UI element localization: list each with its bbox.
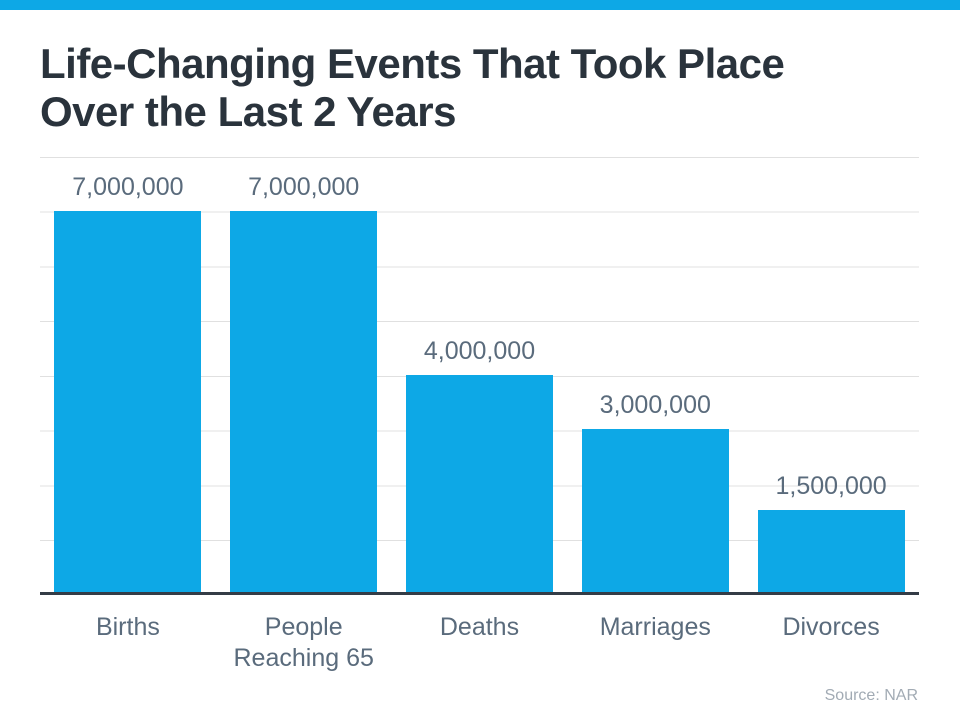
category-label-births: Births <box>95 613 160 641</box>
page-title-line-2: Over the Last 2 Years <box>40 88 456 135</box>
category-label-deaths: Deaths <box>439 613 520 641</box>
bar-births <box>54 211 202 592</box>
bar-value-label-marriages: 3,000,000 <box>599 390 711 419</box>
category-label-divorces: Divorces <box>782 613 880 641</box>
plot-area: 7,000,000 7,000,000 4,000,000 3,000,000 1,50… <box>40 157 919 595</box>
bar-slot-divorces: 1,500,000 <box>743 157 919 592</box>
bar-deaths <box>406 374 553 592</box>
top-accent-banner <box>0 0 960 10</box>
bar-marriages <box>581 428 729 592</box>
category-label-people-reaching-65: People Reaching 65 <box>233 613 374 672</box>
bar-slot-deaths: 4,000,000 <box>392 157 568 592</box>
page-title: Life-Changing Events That Took Place Ove… <box>40 40 920 136</box>
bar-slot-births: 7,000,000 <box>40 157 216 592</box>
bar-people-reaching-65 <box>230 211 378 592</box>
bar-slot-marriages: 3,000,000 <box>567 157 743 592</box>
bar-slot-people-reaching-65: 7,000,000 <box>216 157 392 592</box>
bar-value-label-deaths: 4,000,000 <box>423 336 536 365</box>
category-label-marriages: Marriages <box>599 613 711 641</box>
bar-value-label-people-reaching-65: 7,000,000 <box>248 173 360 202</box>
category-row: Births People Reaching 65 Deaths Marriages D… <box>40 612 919 674</box>
bar-divorces <box>757 510 905 592</box>
bar-value-label-births: 7,000,000 <box>72 173 184 202</box>
page-title-line-1: Life-Changing Events That Took Place <box>40 40 785 87</box>
bar-value-label-divorces: 1,500,000 <box>775 472 887 501</box>
source-note: Source: NAR <box>824 687 918 704</box>
